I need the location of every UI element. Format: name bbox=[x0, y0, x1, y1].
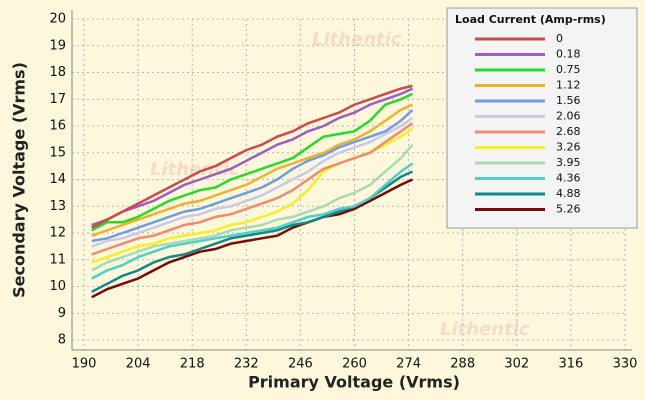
series-line bbox=[91, 143, 414, 272]
legend-label: 3.26 bbox=[556, 141, 581, 154]
legend-label: 3.95 bbox=[556, 156, 581, 169]
legend-label: 1.12 bbox=[556, 79, 581, 92]
x-tick-label: 204 bbox=[126, 357, 151, 372]
series-line bbox=[91, 84, 413, 229]
series-line bbox=[91, 87, 414, 227]
x-tick-label: 316 bbox=[558, 357, 583, 372]
y-tick-label: 19 bbox=[49, 38, 66, 53]
y-tick-label: 12 bbox=[49, 226, 66, 241]
x-tick-label: 302 bbox=[504, 357, 529, 372]
y-tick-label: 14 bbox=[49, 172, 66, 187]
x-tick-label: 246 bbox=[288, 357, 313, 372]
watermark: Lithentic bbox=[312, 29, 402, 50]
y-tick-label: 16 bbox=[49, 119, 66, 134]
y-tick-label: 20 bbox=[49, 12, 66, 27]
x-tick-label: 260 bbox=[342, 357, 367, 372]
legend-label: 2.06 bbox=[556, 110, 581, 123]
series-line bbox=[91, 108, 414, 243]
x-tick-label: 288 bbox=[450, 357, 475, 372]
series-line bbox=[91, 162, 414, 280]
x-axis-label: Primary Voltage (Vrms) bbox=[248, 373, 460, 392]
legend-label: 2.68 bbox=[556, 125, 581, 138]
series-line bbox=[91, 103, 414, 237]
y-axis-label: Secondary Voltage (Vrms) bbox=[10, 62, 29, 298]
y-tick-label: 8 bbox=[58, 333, 66, 348]
x-tick-label: 190 bbox=[72, 357, 97, 372]
legend-label: 0.18 bbox=[556, 48, 581, 61]
legend-label: 0.75 bbox=[556, 63, 581, 76]
y-tick-label: 9 bbox=[58, 306, 66, 321]
y-tick-label: 17 bbox=[49, 92, 66, 107]
legend-label: 0 bbox=[556, 32, 563, 45]
y-tick-label: 13 bbox=[49, 199, 66, 214]
legend-label: 5.26 bbox=[556, 203, 581, 216]
legend-label: 4.36 bbox=[556, 172, 581, 185]
series-line bbox=[91, 122, 414, 256]
x-tick-label: 232 bbox=[234, 357, 259, 372]
y-tick-label: 15 bbox=[49, 145, 66, 160]
x-tick-label: 274 bbox=[396, 357, 421, 372]
x-tick-label: 218 bbox=[180, 357, 205, 372]
y-tick-label: 10 bbox=[49, 279, 66, 294]
x-tick-label: 330 bbox=[613, 357, 638, 372]
legend-label: 4.88 bbox=[556, 187, 581, 200]
series-line bbox=[91, 178, 414, 299]
series-line bbox=[91, 92, 414, 232]
y-tick-label: 11 bbox=[49, 252, 66, 267]
y-tick-label: 18 bbox=[49, 65, 66, 80]
series-line bbox=[91, 116, 414, 248]
legend-title: Load Current (Amp-rms) bbox=[455, 13, 606, 26]
legend-label: 1.56 bbox=[556, 94, 581, 107]
